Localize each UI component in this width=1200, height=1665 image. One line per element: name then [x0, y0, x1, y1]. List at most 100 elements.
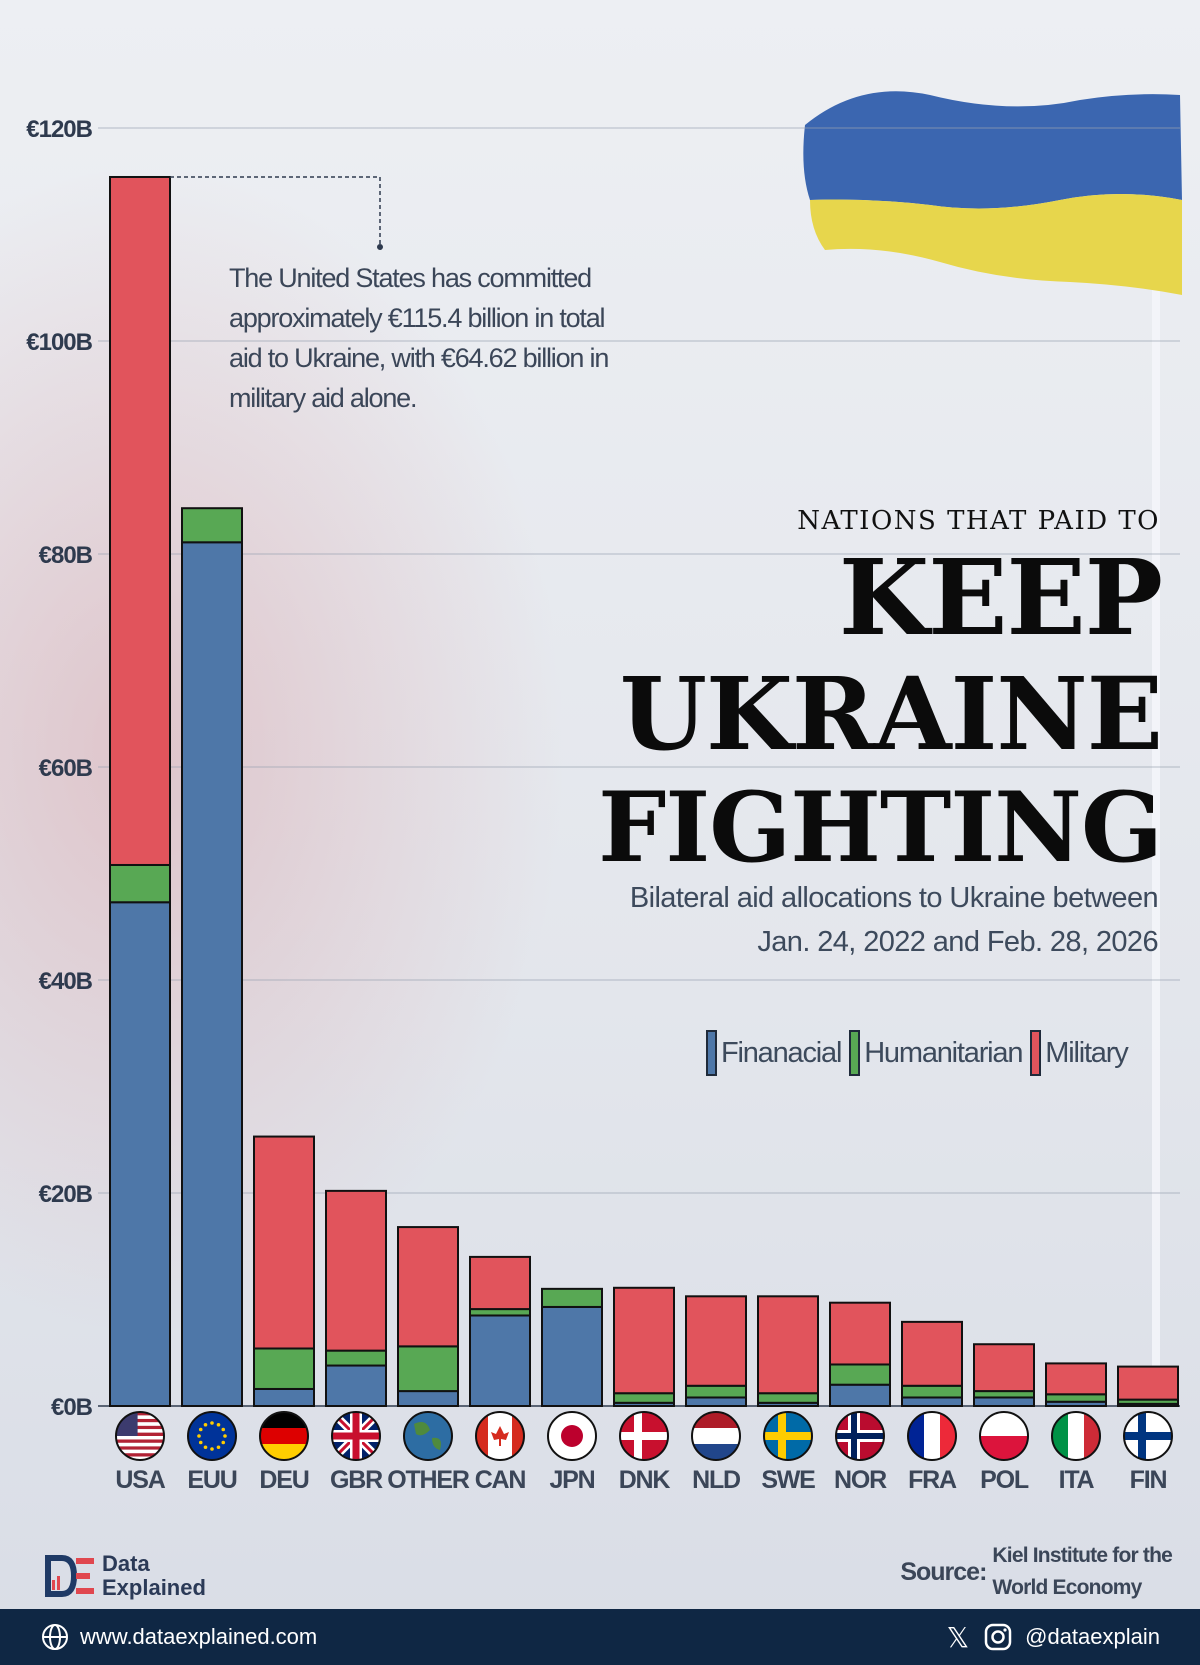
brand-name: Data Explained	[102, 1552, 206, 1600]
bar-segment-deu-humanitarian	[253, 1347, 315, 1390]
y-tick-label: €20B	[39, 1181, 93, 1208]
bar-segment-deu-military	[253, 1135, 315, 1350]
bar-segment-dnk-humanitarian	[613, 1392, 675, 1404]
bar-segment-euu-humanitarian	[181, 507, 243, 544]
flag-pol-icon	[979, 1411, 1029, 1461]
title-line-fighting: FIGHTING	[598, 771, 1163, 884]
y-tick-label: €80B	[39, 542, 93, 569]
bar-segment-nor-humanitarian	[829, 1363, 891, 1386]
bar-segment-fra-financial	[901, 1396, 963, 1407]
bar-segment-euu-financial	[181, 541, 243, 1407]
bar-segment-jpn-humanitarian	[541, 1287, 603, 1308]
subtitle-line-1: Bilateral aid allocations to Ukraine bet…	[629, 882, 1159, 914]
y-tick-label: €100B	[26, 329, 92, 356]
bar-segment-can-financial	[469, 1314, 531, 1407]
category-label-jpn: JPN	[549, 1466, 594, 1494]
bar-segment-dnk-military	[613, 1286, 675, 1395]
category-label-nor: NOR	[834, 1466, 887, 1494]
category-label-usa: USA	[115, 1466, 165, 1494]
ukraine-flag-icon	[803, 91, 1182, 295]
bar-segment-usa-humanitarian	[109, 863, 171, 904]
bar-segment-jpn-financial	[541, 1305, 603, 1407]
flag-jpn-icon	[547, 1411, 597, 1461]
website-text: www.dataexplained.com	[80, 1624, 318, 1649]
bar-segment-nor-financial	[829, 1383, 891, 1407]
flag-deu-icon	[259, 1411, 309, 1461]
category-label-fin: FIN	[1130, 1466, 1167, 1494]
subtitle-line-2: Jan. 24, 2022 and Feb. 28, 2026	[757, 926, 1158, 958]
category-label-swe: SWE	[761, 1466, 815, 1494]
source-line-2: World Economy	[992, 1576, 1142, 1599]
brand-line-2: Explained	[102, 1575, 206, 1600]
data-explained-logo-icon	[45, 1555, 94, 1597]
legend-swatch-financial	[706, 1030, 717, 1076]
category-label-euu: EUU	[187, 1466, 236, 1494]
bar-segment-other-military	[397, 1226, 459, 1348]
bar-segment-pol-military	[973, 1343, 1035, 1393]
legend-label-financial: Finanacial	[721, 1036, 842, 1069]
legend-swatch-military	[1030, 1030, 1042, 1076]
y-tick-label: €60B	[39, 755, 93, 782]
source-line-1: Kiel Institute for the	[992, 1544, 1172, 1567]
chart-legend: Finanacial Humanitarian Military	[706, 1030, 1136, 1076]
website-link[interactable]: www.dataexplained.com	[40, 1622, 317, 1652]
category-label-deu: DEU	[259, 1466, 308, 1494]
bar-segment-usa-military	[109, 175, 171, 866]
social-handle-text: @dataexplain	[1025, 1624, 1160, 1649]
annotation-leader-line	[170, 176, 381, 247]
flag-fra-icon	[907, 1411, 957, 1461]
bar-segment-can-military	[469, 1255, 531, 1311]
brand-line-1: Data	[102, 1551, 150, 1576]
flag-pole	[1152, 95, 1160, 1375]
legend-label-humanitarian: Humanitarian	[864, 1036, 1023, 1069]
category-label-dnk: DNK	[619, 1466, 671, 1494]
y-tick-label: €120B	[26, 116, 92, 143]
flag-can-icon	[475, 1411, 525, 1461]
footer-bar: www.dataexplained.com 𝕏 @dataexplain	[0, 1609, 1200, 1665]
category-label-ita: ITA	[1059, 1466, 1095, 1494]
flag-gbr-icon	[331, 1411, 381, 1461]
bar-segment-fin-military	[1117, 1365, 1179, 1401]
bar-segment-fra-humanitarian	[901, 1384, 963, 1399]
bar-segment-gbr-humanitarian	[325, 1349, 387, 1367]
instagram-icon	[984, 1623, 1012, 1651]
bar-segment-nld-military	[685, 1295, 747, 1387]
category-label-nld: NLD	[692, 1466, 740, 1494]
bar-segment-nld-humanitarian	[685, 1384, 747, 1399]
x-logo-icon: 𝕏	[946, 1621, 970, 1653]
bar-segment-gbr-financial	[325, 1364, 387, 1408]
flag-other-icon	[403, 1411, 453, 1461]
legend-item-humanitarian: Humanitarian	[849, 1030, 1023, 1076]
category-label-can: CAN	[475, 1466, 526, 1494]
source-credit: Source: Kiel Institute for the World Eco…	[900, 1540, 1172, 1604]
annotation-leader-dot	[377, 243, 383, 250]
bar-segment-ita-humanitarian	[1045, 1393, 1107, 1403]
legend-item-military: Military	[1030, 1030, 1129, 1076]
flag-fin-icon	[1123, 1411, 1173, 1461]
legend-item-financial: Finanacial	[706, 1030, 842, 1076]
title-line-keep: KEEP	[838, 536, 1163, 659]
bar-segment-pol-financial	[973, 1396, 1035, 1407]
usa-annotation: The United States has committed approxim…	[229, 263, 609, 413]
category-label-other: OTHER	[387, 1466, 470, 1494]
bar-segment-nor-military	[829, 1301, 891, 1366]
bar-segment-other-financial	[397, 1390, 459, 1407]
flag-swe-icon	[763, 1411, 813, 1461]
category-label-fra: FRA	[908, 1466, 957, 1494]
flag-euu-icon	[187, 1411, 237, 1461]
legend-swatch-humanitarian	[849, 1030, 861, 1076]
flag-dnk-icon	[619, 1411, 669, 1461]
bar-segment-gbr-military	[325, 1189, 387, 1352]
social-handles[interactable]: 𝕏 @dataexplain	[947, 1621, 1160, 1654]
y-tick-label: €40B	[39, 968, 93, 995]
bar-segment-nld-financial	[685, 1396, 747, 1407]
bar-segment-swe-humanitarian	[757, 1392, 819, 1404]
title-kicker: NATIONS THAT PAID TO	[797, 506, 1160, 536]
y-tick-label: €0B	[51, 1394, 93, 1421]
bar-segment-other-humanitarian	[397, 1345, 459, 1393]
source-name: Kiel Institute for the World Economy	[992, 1540, 1172, 1604]
flag-usa-icon	[115, 1411, 165, 1461]
bar-segment-ita-military	[1045, 1362, 1107, 1396]
flag-nor-icon	[835, 1411, 885, 1461]
